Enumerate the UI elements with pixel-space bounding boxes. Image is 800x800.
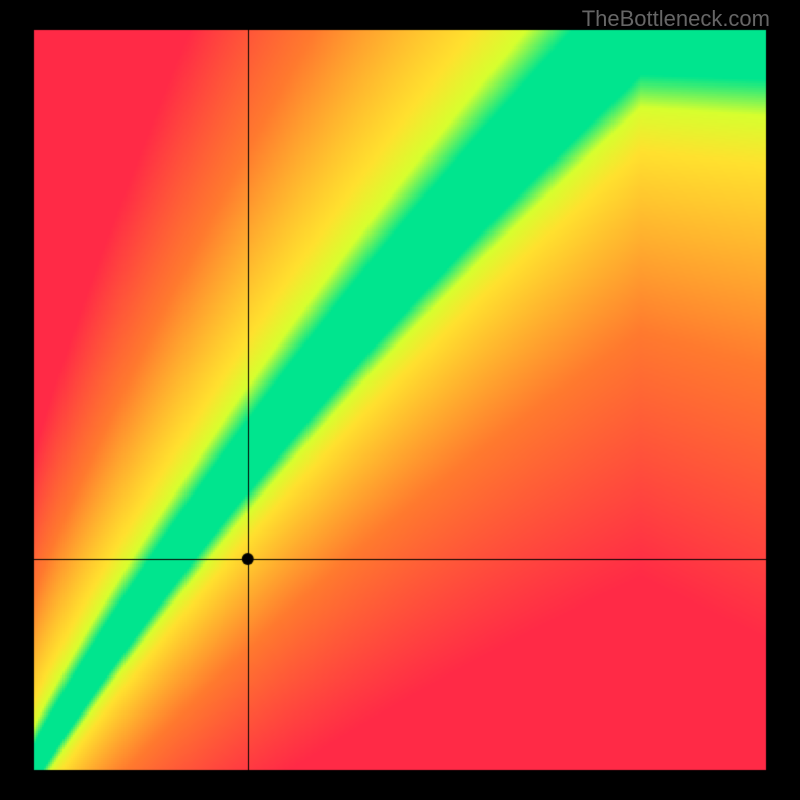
watermark-text: TheBottleneck.com bbox=[582, 6, 770, 32]
bottleneck-heatmap bbox=[0, 0, 800, 800]
page-container: TheBottleneck.com bbox=[0, 0, 800, 800]
